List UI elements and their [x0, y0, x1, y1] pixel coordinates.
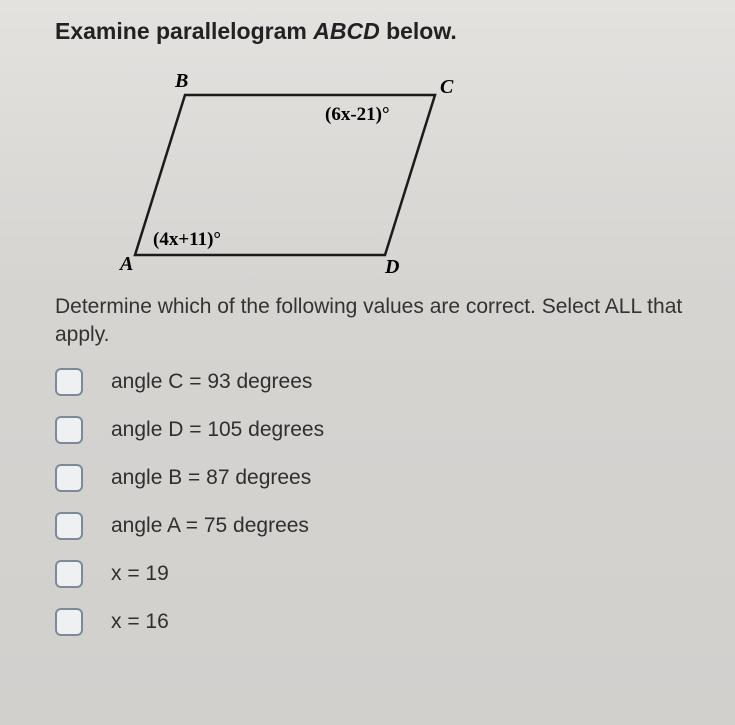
option-checkbox[interactable] [55, 608, 83, 636]
vertex-label-d: D [384, 256, 399, 275]
option-label: angle A = 75 degrees [111, 514, 309, 538]
option-label: x = 16 [111, 610, 169, 634]
option-row: angle A = 75 degrees [55, 512, 705, 540]
options-list: angle C = 93 degrees angle D = 105 degre… [55, 368, 705, 636]
option-label: angle C = 93 degrees [111, 370, 312, 394]
option-label: angle D = 105 degrees [111, 418, 324, 442]
parallelogram-diagram: A B C D (4x+11)° (6x-21)° [95, 65, 475, 275]
page-title: Examine parallelogram ABCD below. [55, 18, 705, 45]
angle-a-expression: (4x+11)° [153, 229, 221, 250]
option-row: x = 16 [55, 608, 705, 636]
title-prefix: Examine parallelogram [55, 18, 313, 44]
option-row: angle D = 105 degrees [55, 416, 705, 444]
option-row: x = 19 [55, 560, 705, 588]
title-emph: ABCD [313, 18, 379, 44]
option-checkbox[interactable] [55, 560, 83, 588]
vertex-label-b: B [174, 70, 188, 92]
question-text: Determine which of the following values … [55, 293, 695, 350]
option-label: x = 19 [111, 562, 169, 586]
vertex-label-a: A [118, 253, 133, 275]
option-label: angle B = 87 degrees [111, 466, 311, 490]
angle-c-expression: (6x-21)° [325, 104, 390, 125]
worksheet-page: Examine parallelogram ABCD below. A B C … [0, 0, 735, 725]
option-row: angle C = 93 degrees [55, 368, 705, 396]
option-row: angle B = 87 degrees [55, 464, 705, 492]
title-suffix: below. [380, 18, 457, 44]
option-checkbox[interactable] [55, 464, 83, 492]
option-checkbox[interactable] [55, 368, 83, 396]
option-checkbox[interactable] [55, 512, 83, 540]
vertex-label-c: C [440, 76, 454, 98]
option-checkbox[interactable] [55, 416, 83, 444]
